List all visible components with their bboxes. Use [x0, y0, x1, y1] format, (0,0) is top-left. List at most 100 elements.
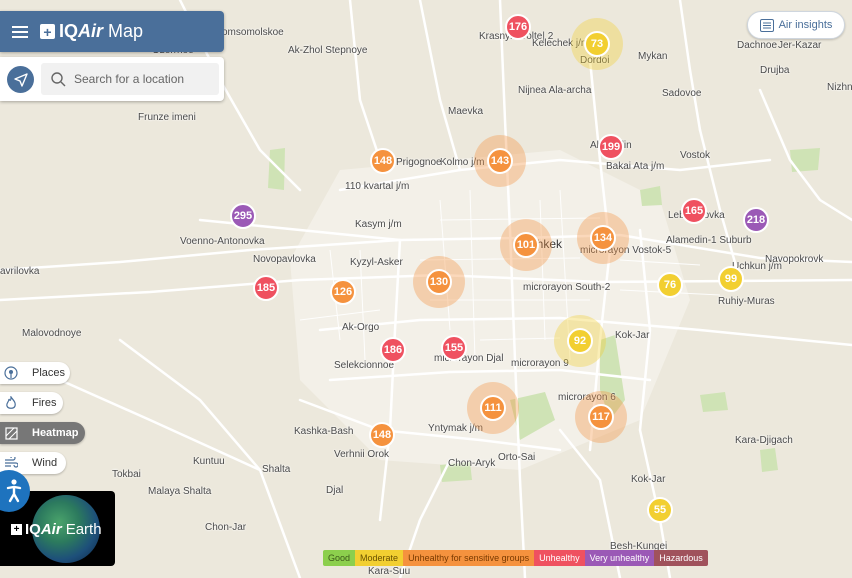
aqi-marker[interactable]: 117	[588, 404, 614, 430]
earth-label: + IQ Air Earth	[11, 521, 102, 538]
aqi-marker[interactable]: 199	[598, 134, 624, 160]
air-insights-button[interactable]: Air insights	[747, 11, 845, 39]
aqi-marker[interactable]: 155	[441, 335, 467, 361]
aqi-legend: Good Moderate Unhealthy for sensitive grou…	[323, 550, 708, 566]
brand-iq: IQ	[59, 21, 79, 41]
aqi-marker[interactable]: 101	[513, 232, 539, 258]
aqi-marker[interactable]: 148	[370, 148, 396, 174]
place-label: Kolmo j/m	[440, 157, 485, 168]
aqi-marker[interactable]: 55	[647, 497, 673, 523]
aqi-marker[interactable]: 134	[590, 225, 616, 251]
legend-item: Unhealthy	[534, 550, 585, 566]
aqi-marker[interactable]: 76	[657, 272, 683, 298]
locate-me-button[interactable]	[7, 66, 34, 93]
heatmap-label: Heatmap	[32, 427, 79, 439]
legend-item: Moderate	[355, 550, 404, 566]
place-label: microrayon South-2	[523, 282, 611, 293]
navigation-arrow-icon	[13, 72, 28, 87]
aqi-marker[interactable]: 185	[253, 275, 279, 301]
place-label: Kok-Jar	[615, 330, 650, 341]
brand-suffix: Map	[108, 21, 144, 41]
place-label: Kasym j/m	[355, 219, 402, 230]
place-label: Besh-Kungei	[610, 541, 668, 552]
place-label: microrayon 9	[511, 358, 569, 369]
place-label: Kuntuu	[193, 456, 225, 467]
iqair-plus-icon: +	[40, 24, 55, 39]
aqi-marker[interactable]: 73	[584, 31, 610, 57]
place-label: Kelechek j/m	[532, 38, 590, 49]
place-label: Kara-Suu	[368, 566, 411, 577]
place-label: Dordoi	[580, 55, 610, 66]
aqi-marker[interactable]: 130	[426, 269, 452, 295]
heatmap-toggle[interactable]: Heatmap	[0, 422, 85, 444]
places-toggle[interactable]: Places	[0, 362, 70, 384]
place-label: Ak-Zhol Stepnoye	[288, 45, 368, 56]
place-label: Malaya Shalta	[148, 486, 212, 497]
aqi-marker[interactable]: 92	[567, 328, 593, 354]
place-label: Uchkun j/m	[732, 261, 783, 272]
wind-toggle[interactable]: Wind	[0, 452, 66, 474]
place-label: Tokbai	[112, 469, 141, 480]
place-label: Orto-Sai	[498, 452, 536, 463]
aqi-marker[interactable]: 99	[718, 266, 744, 292]
place-label: Prigognoe	[396, 157, 442, 168]
hamburger-menu-icon	[12, 25, 28, 38]
place-label: Mykan	[638, 51, 668, 62]
aqi-marker[interactable]: 295	[230, 203, 256, 229]
place-label: Shalta	[262, 464, 291, 475]
wind-icon	[5, 457, 18, 468]
accessibility-button[interactable]	[0, 470, 30, 512]
earth-brand-iq: IQ	[25, 521, 41, 538]
place-label: Dachnoe	[737, 40, 778, 51]
place-label: Bakai Ata j/m	[606, 161, 665, 172]
place-label: Verhnii Orok	[334, 449, 390, 460]
air-insights-label: Air insights	[778, 19, 833, 31]
place-label: omsomolskoe	[222, 27, 284, 38]
place-label: Nijnea Ala-archa	[518, 85, 592, 96]
place-label: Drujba	[760, 65, 790, 76]
place-label: Frunze imeni	[138, 112, 196, 123]
earth-brand-air: Air	[40, 521, 62, 538]
place-label: Nizhn Nov	[827, 82, 852, 93]
brand-air: Air	[78, 21, 104, 41]
search-card	[0, 57, 224, 101]
aqi-marker[interactable]: 186	[380, 337, 406, 363]
legend-item: Unhealthy for sensitive groups	[403, 550, 535, 566]
aqi-marker[interactable]: 218	[743, 207, 769, 233]
place-label: Kok-Jar	[631, 474, 666, 485]
place-label: microrayon Djal	[434, 353, 504, 364]
iqair-earth-card[interactable]: + IQ Air Earth	[0, 491, 115, 566]
place-label: Maevka	[448, 106, 484, 117]
aqi-marker[interactable]: 148	[369, 422, 395, 448]
place-label: Ruhiy-Muras	[718, 296, 775, 307]
place-label: Yntymak j/m	[428, 423, 484, 434]
aqi-marker[interactable]: 176	[505, 14, 531, 40]
brand-logo[interactable]: + IQ Air Map	[40, 21, 143, 42]
search-input[interactable]	[72, 71, 216, 87]
menu-button[interactable]	[0, 11, 40, 52]
wind-label: Wind	[32, 457, 58, 469]
aqi-marker[interactable]: 143	[487, 148, 513, 174]
place-label: Vostok	[680, 150, 711, 161]
place-label: Sadovoe	[662, 88, 702, 99]
aqi-marker[interactable]: 111	[480, 395, 506, 421]
place-label: Ak-Orgo	[342, 322, 380, 333]
place-label: Kyzyl-Asker	[350, 257, 403, 268]
aqi-marker[interactable]: 165	[681, 198, 707, 224]
fires-toggle[interactable]: Fires	[0, 392, 63, 414]
place-label: Malovodnoye	[22, 328, 82, 339]
accessibility-icon	[6, 479, 22, 503]
map-pin-icon	[4, 366, 18, 380]
search-field[interactable]	[41, 63, 219, 95]
place-label: Chon-Jar	[205, 522, 247, 533]
place-label: Alamedin-1 Suburb	[666, 235, 752, 246]
legend-item: Hazardous	[654, 550, 708, 566]
place-label: Jer-Kazar	[778, 40, 822, 51]
place-label: Djal	[326, 485, 344, 496]
insights-list-icon	[759, 18, 774, 32]
places-label: Places	[32, 367, 66, 379]
place-label: microrayon 6	[558, 392, 616, 403]
earth-brand-suffix: Earth	[65, 521, 102, 538]
aqi-marker[interactable]: 126	[330, 279, 356, 305]
